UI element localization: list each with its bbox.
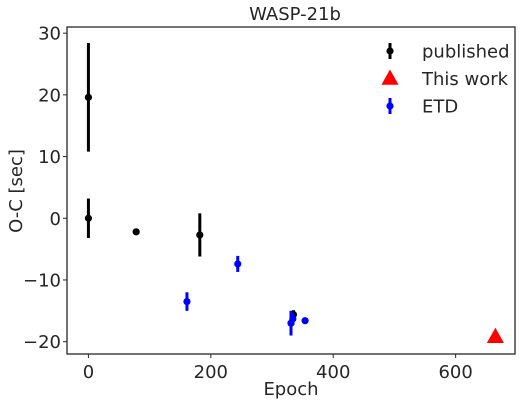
y-tick-label: 10: [38, 147, 61, 168]
legend-label: This work: [421, 69, 509, 90]
data-point: [132, 228, 140, 236]
y-tick-label: −10: [23, 270, 61, 291]
data-point: [196, 231, 204, 239]
x-tick-label: 0: [83, 362, 94, 383]
legend-label: published: [422, 42, 510, 63]
data-point: [289, 315, 297, 323]
legend: published This work ETD: [381, 42, 510, 118]
legend-label: ETD: [422, 97, 458, 118]
data-point: [234, 260, 242, 268]
chart-title: WASP-21b: [249, 4, 341, 25]
data-point: [183, 297, 191, 306]
y-tick-label: 20: [38, 85, 61, 106]
y-axis-title: O-C [sec]: [6, 149, 27, 233]
y-tick-label: 0: [50, 209, 61, 230]
x-tick-label: 200: [194, 362, 228, 383]
y-axis-ticks: −20 −10 0 10 20 30: [23, 24, 67, 353]
x-tick-label: 600: [438, 362, 472, 383]
x-axis-title: Epoch: [263, 379, 318, 400]
x-axis-ticks: 0 200 400 600: [83, 354, 473, 383]
legend-marker: [386, 47, 394, 55]
data-point-triangle: [486, 327, 504, 344]
plot-area: [84, 43, 504, 344]
x-tick-label: 400: [316, 362, 350, 383]
data-point: [301, 317, 309, 325]
y-tick-label: −20: [23, 332, 61, 353]
legend-marker: [386, 102, 394, 110]
legend-marker: [381, 69, 399, 85]
data-point: [84, 93, 93, 101]
y-tick-label: 30: [38, 24, 61, 45]
data-point: [84, 214, 93, 222]
plot-frame: [66, 26, 516, 355]
